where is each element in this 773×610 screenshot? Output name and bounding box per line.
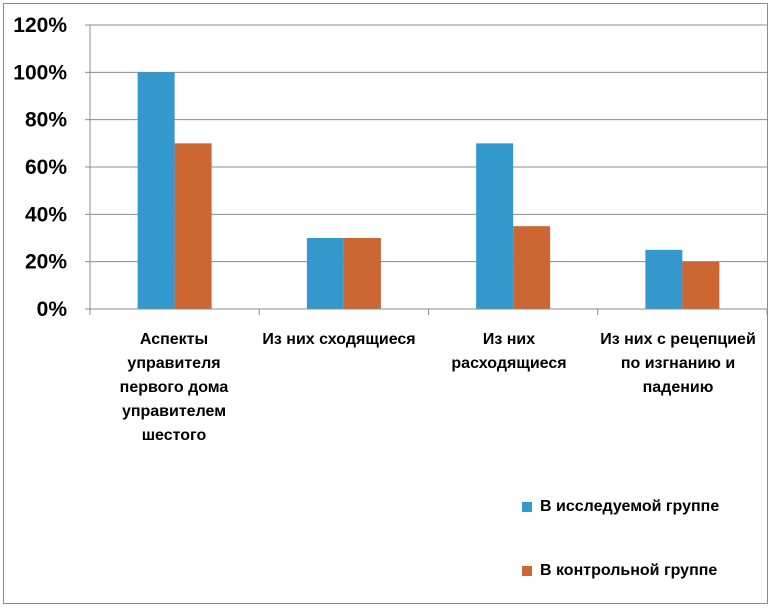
legend-label-study-group: В исследуемой группе [540, 498, 720, 515]
bar-control-4 [682, 261, 720, 309]
legend-label-control-group: В контрольной группе [540, 562, 718, 579]
category-label-1: Аспекты управителя первого дома управите… [119, 331, 229, 444]
y-tick-label: 40% [25, 203, 67, 226]
y-tick-label: 60% [25, 156, 67, 179]
bar-control-1 [174, 143, 212, 309]
y-tick-label: 80% [25, 109, 67, 132]
axes: 0% 20% 40% 60% 80% 100% 120% [13, 14, 768, 321]
bar-study-3 [476, 143, 514, 309]
bars [137, 72, 720, 309]
category-label-3: Из них расходящиеся [451, 331, 567, 372]
legend-swatch-control-group [522, 566, 532, 576]
bar-control-3 [513, 226, 551, 309]
y-tick-label: 100% [13, 61, 67, 84]
bar-chart: 0% 20% 40% 60% 80% 100% 120% [13, 14, 768, 321]
bar-study-1 [137, 72, 175, 309]
chart-frame: 0% 20% 40% 60% 80% 100% 120% Аспекты управител… [3, 3, 768, 604]
legend-item-study-group: В исследуемой группе [522, 498, 719, 516]
bar-control-2 [343, 238, 381, 309]
y-tick-label: 0% [37, 298, 68, 321]
bar-study-4 [645, 249, 683, 309]
legend-item-control-group: В контрольной группе [522, 562, 717, 580]
y-tick-label: 120% [13, 14, 67, 37]
category-label-2: Из них сходящиеся [262, 331, 416, 348]
category-label-4: Из них с рецепцией по изгнанию и падению [600, 331, 756, 396]
bar-study-2 [306, 238, 344, 309]
legend-swatch-study-group [522, 502, 532, 512]
y-tick-label: 20% [25, 251, 67, 274]
